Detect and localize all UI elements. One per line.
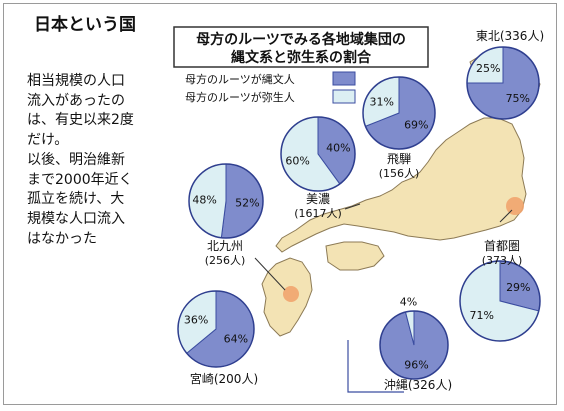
pie-label-jomon: 75% <box>506 92 530 105</box>
p1-line: 流入があったの <box>27 92 125 109</box>
legend-label-jomon: 母方のルーツが縄文人 <box>185 72 295 86</box>
pie-label-jomon: 40% <box>326 141 350 154</box>
pie-outline <box>177 290 255 368</box>
pie-2: 40% 60% 美濃(1617人) <box>280 116 356 220</box>
region-count: (256人) <box>205 254 246 267</box>
pie-label-yayoi: 48% <box>192 194 216 207</box>
pie-5: 64% 36% 宮崎(200人) <box>177 290 258 386</box>
pie-outline <box>362 76 436 150</box>
slide-title: 日本という国 <box>34 15 136 35</box>
pie-label-jomon: 52% <box>235 196 259 209</box>
kitakyushu-marker <box>283 286 299 302</box>
pie-6: 96% 4% 沖縄(326人) <box>379 295 452 392</box>
p2-line: 以後、明治維新 <box>27 151 125 168</box>
pie-1: 69% 31% 飛騨(156人) <box>362 76 436 180</box>
leader-lines <box>254 203 513 291</box>
pie-label-jomon: 64% <box>224 332 248 345</box>
p2-line: まで2000年近く <box>27 171 133 188</box>
pie-label-jomon: 69% <box>404 119 428 132</box>
pie-label-yayoi: 31% <box>369 95 393 108</box>
pie-label-jomon: 96% <box>404 359 428 372</box>
legend-label-yayoi: 母方のルーツが弥生人 <box>185 90 295 104</box>
okinawa-inset-border <box>347 340 404 393</box>
region-label: 北九州 <box>207 239 243 253</box>
mino-leader <box>344 203 361 210</box>
legend-swatch-jomon <box>332 71 356 86</box>
p1-line: だけ。 <box>27 132 69 149</box>
kitakyushu-leader <box>254 257 286 291</box>
region-count: (156人) <box>379 167 420 180</box>
title-box <box>173 26 429 68</box>
shutoken-leader <box>499 209 513 223</box>
region-count: (373人) <box>482 254 523 267</box>
pie-outline <box>466 46 540 120</box>
paragraph-2: 以後、明治維新 まで2000年近く 孤立を続け、大 規模な人口流入 はなかった <box>27 151 167 250</box>
p2-line: はなかった <box>27 230 97 247</box>
pie-4: 29% 71% 首都圏(373人) <box>459 239 541 342</box>
pie-outline <box>188 163 264 239</box>
region-label: 飛騨 <box>387 151 411 166</box>
region-count: (1617人) <box>294 207 342 220</box>
pie-label-yayoi: 60% <box>285 155 309 168</box>
pie-outline <box>379 310 449 380</box>
pie-label-yayoi: 71% <box>469 309 493 322</box>
pie-label-jomon: 29% <box>506 281 530 294</box>
region-label: 東北(336人) <box>476 29 544 43</box>
p2-line: 規模な人口流入 <box>27 210 125 227</box>
pie-label-yayoi: 25% <box>476 62 500 75</box>
region-label: 宮崎(200人) <box>190 371 258 386</box>
left-text-block: 相当規模の人口 流入があったの は、有史以来2度 だけ。 以後、明治維新 まで2… <box>27 72 167 249</box>
pie-label-yayoi: 4% <box>400 295 417 308</box>
pie-3: 52% 48% 北九州(256人) <box>188 163 264 267</box>
legend-swatch-yayoi <box>332 89 356 104</box>
legend: 母方のルーツが縄文人 母方のルーツが弥生人 <box>185 71 356 104</box>
region-label: 首都圏 <box>484 239 520 253</box>
shikoku-shape <box>325 241 385 271</box>
p1-line: 相当規模の人口 <box>27 73 125 89</box>
honshu-shape <box>275 117 527 253</box>
pie-outline <box>459 260 541 342</box>
region-label: 沖縄(326人) <box>384 377 452 392</box>
tokyo-marker <box>506 197 524 215</box>
pie-label-yayoi: 36% <box>184 314 208 327</box>
title-line-1: 母方のルーツでみる各地域集団の <box>196 31 406 48</box>
title-line-2: 縄文系と弥生系の割合 <box>231 49 372 66</box>
region-label: 美濃 <box>306 192 330 206</box>
pie-outline <box>280 116 356 192</box>
p1-line: は、有史以来2度 <box>27 112 134 129</box>
p2-line: 孤立を続け、大 <box>27 191 125 208</box>
paragraph-1: 相当規模の人口 流入があったの は、有史以来2度 だけ。 <box>27 72 167 151</box>
pie-0: 75% 25% 東北(336人) <box>466 29 544 120</box>
pie-charts: 75% 25% 東北(336人) 69% 31% 飛騨(156人) 40% 60% 美濃(161… <box>177 29 544 392</box>
